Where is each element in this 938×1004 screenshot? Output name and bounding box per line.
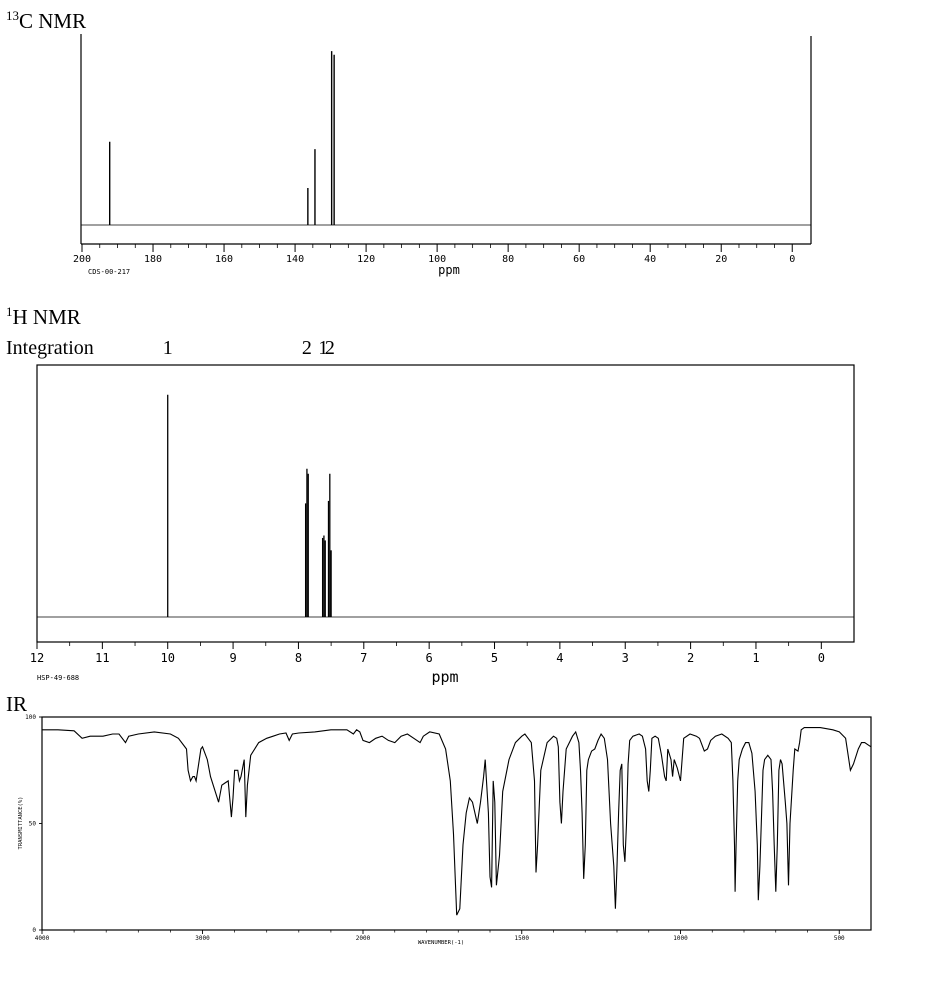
carbon-nmr-tick-label: 20 (715, 254, 727, 265)
ir-x-ticks: 4000 3000 2000 1500 1000 500 (35, 930, 845, 942)
proton-nmr-tick-label: 4 (556, 651, 563, 665)
proton-nmr-tick-label: 5 (491, 651, 498, 665)
ir-y-tick-label: 50 (29, 821, 37, 828)
proton-nmr-tick-label: 3 (622, 651, 629, 665)
integration-value: 1 (318, 337, 328, 359)
carbon-nmr-tick-label: 40 (644, 254, 656, 265)
ir-y-label: TRANSMITTANCE(%) (18, 797, 24, 850)
proton-nmr-frame (36, 364, 855, 643)
proton-nmr-tick-label: 0 (818, 651, 825, 665)
carbon-nmr-title-sup: 13 (6, 8, 19, 23)
proton-nmr-tick-label: 9 (229, 651, 236, 665)
ir-y-ticks: 0 50 100 (25, 714, 42, 934)
integration-value: 1 (163, 337, 173, 359)
integration-values: 1 2 12 (163, 337, 335, 359)
integration-label: Integration (6, 337, 94, 359)
ir-x-tick-label: 500 (834, 935, 845, 942)
ir-x-tick-label: 3000 (195, 935, 210, 942)
carbon-nmr-title-main: C NMR (19, 9, 86, 33)
proton-nmr-code: HSP-49-688 (37, 674, 79, 682)
proton-nmr-title: 1H NMR (6, 304, 81, 329)
integration-value: 2 (302, 337, 312, 359)
proton-nmr-ticks: 12 11 10 9 8 7 6 5 4 3 2 1 0 (30, 642, 825, 665)
ir-series-line (42, 727, 872, 916)
carbon-nmr-tick-label: 180 (144, 254, 162, 265)
proton-nmr-tick-label: 2 (687, 651, 694, 665)
ir-title: IR (6, 692, 27, 716)
carbon-nmr-ticks: 200 180 160 140 120 100 80 60 40 20 0 (73, 244, 795, 265)
ir-x-label: WAVENUMBER(-1) (418, 940, 464, 946)
carbon-nmr-panel: 13C NMR 200 180 160 140 120 100 80 60 40 20 0 ppm … (6, 8, 812, 277)
proton-nmr-tick-label: 11 (95, 651, 109, 665)
proton-nmr-tick-label: 10 (160, 651, 174, 665)
ir-x-tick-label: 2000 (356, 935, 371, 942)
proton-nmr-peaks (167, 394, 332, 617)
proton-nmr-panel: 1H NMR Integration 1 2 12 12 11 10 9 8 7 6 5 4 3 2 1 0… (6, 304, 855, 686)
proton-nmr-tick-label: 1 (752, 651, 759, 665)
carbon-nmr-tick-label: 120 (357, 254, 375, 265)
proton-nmr-title-main: H NMR (13, 305, 81, 329)
proton-nmr-tick-label: 8 (295, 651, 302, 665)
carbon-nmr-tick-label: 60 (573, 254, 585, 265)
carbon-nmr-tick-label: 80 (502, 254, 514, 265)
proton-nmr-tick-label: 6 (426, 651, 433, 665)
ir-y-tick-label: 0 (32, 927, 36, 934)
carbon-nmr-peaks (108, 51, 335, 225)
carbon-nmr-tick-label: 140 (286, 254, 304, 265)
ir-y-tick-label: 100 (25, 714, 36, 721)
proton-nmr-title-sup: 1 (6, 304, 13, 319)
ir-x-tick-label: 4000 (35, 935, 50, 942)
carbon-nmr-tick-label: 160 (215, 254, 233, 265)
carbon-nmr-title: 13C NMR (6, 8, 86, 33)
carbon-nmr-tick-label: 200 (73, 254, 91, 265)
proton-nmr-tick-label: 7 (360, 651, 367, 665)
ir-x-tick-label: 1000 (673, 935, 688, 942)
carbon-nmr-x-label: ppm (438, 263, 460, 277)
carbon-nmr-code: CDS-00-217 (88, 268, 130, 276)
proton-nmr-x-label: ppm (431, 668, 458, 686)
integration-value: 2 (325, 337, 335, 359)
ir-panel: IR 0 50 100 4000 3000 2000 1500 1000 500 TRANSM… (6, 692, 872, 946)
ir-x-tick-label: 1500 (515, 935, 530, 942)
carbon-nmr-tick-label: 100 (428, 254, 446, 265)
carbon-nmr-tick-label: 0 (789, 254, 795, 265)
proton-nmr-tick-label: 12 (30, 651, 44, 665)
